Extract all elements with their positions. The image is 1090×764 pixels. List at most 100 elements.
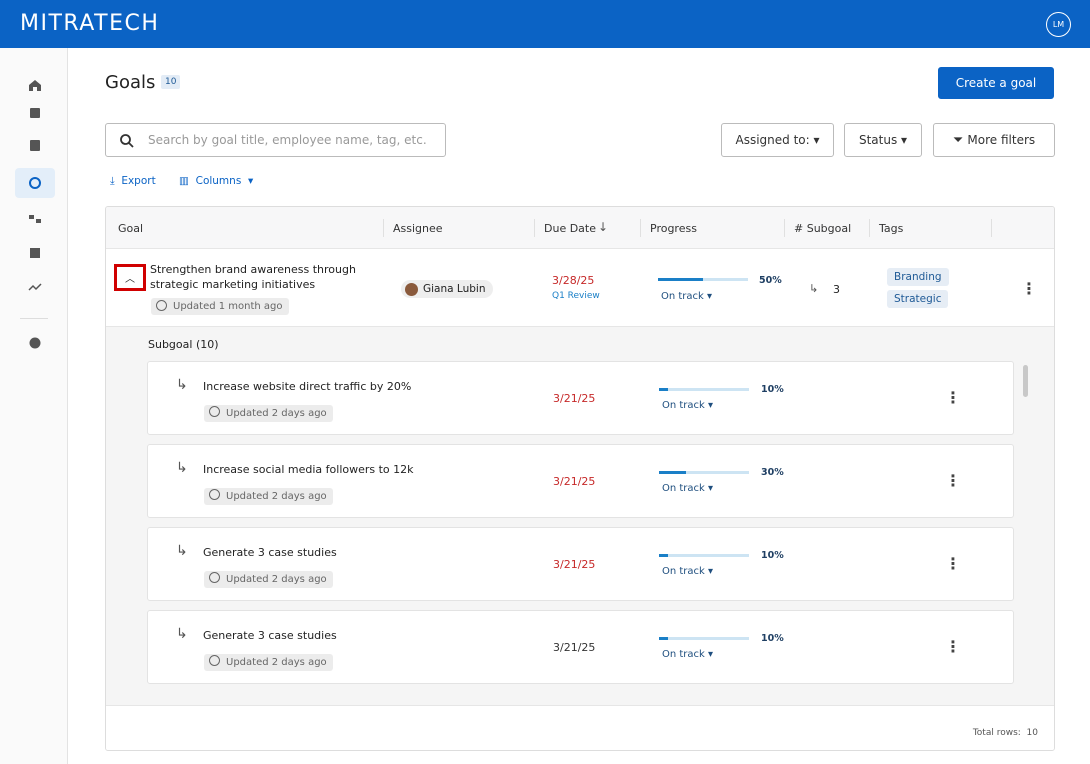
progress-bar (659, 388, 668, 391)
progress-track (659, 388, 749, 391)
top-bar: MITRATECH LM (0, 0, 1090, 48)
column-header: # Subgoal (794, 222, 852, 235)
logo[interactable]: MITRATECH (20, 11, 160, 36)
table-header (106, 207, 1054, 249)
table-footer: Total rows: 10 (106, 705, 1054, 750)
avatar[interactable]: LM (1046, 12, 1071, 37)
row-menu[interactable]: ⋮ (1021, 279, 1037, 298)
due-date: 3/28/25 (552, 274, 595, 287)
clock-icon (209, 572, 220, 583)
subgoal-icon: ↳ (176, 460, 188, 476)
progress-label: 10% (761, 550, 784, 561)
row-menu[interactable]: ⋮ (945, 637, 961, 656)
updated-chip: Updated 2 days ago (204, 571, 333, 588)
export-button[interactable]: ⤓ Export (110, 175, 156, 187)
assigned-filter[interactable]: Assigned to: ▾ (721, 123, 834, 157)
updated-chip: Updated 2 days ago (204, 654, 333, 671)
assignee-name: Giana Lubin (423, 283, 486, 295)
subgoal-icon: ↳ (176, 543, 188, 559)
updated-chip: Updated 2 days ago (204, 488, 333, 505)
status-text: On track (662, 649, 705, 660)
search-placeholder: Search by goal title, employee name, tag… (148, 133, 427, 147)
status-dropdown[interactable]: On track ▾ (662, 649, 714, 660)
subgoal-title: Generate 3 case studies (203, 629, 337, 642)
status-text: On track (661, 291, 704, 302)
subgoal-title: Increase website direct traffic by 20% (203, 380, 412, 393)
column-header: Tags (879, 222, 904, 235)
due-date: 3/21/25 (553, 558, 596, 571)
tag[interactable]: Strategic (887, 290, 949, 308)
row-menu[interactable]: ⋮ (945, 554, 961, 573)
goals-table: ︿ Strengthen brand awareness through str… (105, 206, 1055, 751)
columns-button[interactable]: ▥ Columns ▾ (179, 175, 254, 187)
progress-label: 30% (761, 467, 784, 478)
sort-icon: ↓ (598, 220, 609, 234)
progress-track (659, 471, 749, 474)
subgoal-heading: Subgoal (10) (148, 338, 219, 351)
column-divider (534, 219, 535, 237)
subgoal-card[interactable]: ↳ Increase social media followers to 12k U… (147, 444, 1014, 518)
status-dropdown[interactable]: On track ▾ (662, 400, 714, 411)
status-dropdown[interactable]: On track ▾ (662, 566, 714, 577)
column-header: Assignee (393, 222, 443, 235)
action-label: Export (121, 175, 156, 187)
subgoal-icon: ↳ (176, 377, 188, 393)
column-divider (383, 219, 384, 237)
clock-icon (209, 489, 220, 500)
subgoal-icon: ↳ (809, 282, 819, 295)
tag[interactable]: Branding (887, 268, 949, 286)
subgoal-card[interactable]: ↳ Generate 3 case studies Updated 2 days a… (147, 610, 1014, 684)
search-box[interactable]: Search by goal title, employee name, tag… (105, 123, 446, 157)
status-dropdown[interactable]: On track ▾ (661, 291, 713, 302)
column-divider (869, 219, 870, 237)
status-text: On track (662, 400, 705, 411)
status-filter[interactable]: Status ▾ (844, 123, 922, 157)
search-icon (120, 134, 134, 148)
updated-text: Updated 2 days ago (226, 657, 327, 668)
expand-toggle[interactable]: ︿ (114, 264, 146, 291)
column-header: Progress (650, 222, 697, 235)
status-dropdown[interactable]: On track ▾ (662, 483, 714, 494)
updated-chip: Updated 2 days ago (204, 405, 333, 422)
page-title: Goals (105, 72, 156, 93)
updated-chip: Updated 1 month ago (151, 298, 289, 315)
progress-label: 10% (761, 384, 784, 395)
total-value: 10 (1026, 728, 1038, 738)
sidebar-icons[interactable] (0, 48, 68, 368)
goal-title[interactable]: Strengthen brand awareness through strat… (150, 263, 356, 291)
progress-track (658, 278, 748, 281)
row-menu[interactable]: ⋮ (945, 471, 961, 490)
action-label: Columns (195, 175, 242, 187)
column-header: Due Date (544, 222, 596, 235)
due-date: 3/21/25 (553, 392, 596, 405)
sidebar (0, 48, 68, 764)
progress-bar (659, 471, 686, 474)
clock-icon (209, 655, 220, 666)
assignee-chip[interactable]: Giana Lubin (401, 280, 494, 298)
goal-row[interactable]: ︿ Strengthen brand awareness through str… (106, 249, 1054, 327)
progress-track (659, 637, 749, 640)
subgoal-card[interactable]: ↳ Generate 3 case studies Updated 2 days a… (147, 527, 1014, 601)
updated-text: Updated 2 days ago (226, 408, 327, 419)
goal-count: 10 (161, 75, 181, 89)
progress-bar (659, 637, 668, 640)
filter-label: Status (858, 133, 898, 147)
progress-bar (658, 278, 703, 281)
progress-track (659, 554, 749, 557)
row-menu[interactable]: ⋮ (945, 388, 961, 407)
status-text: On track (662, 566, 705, 577)
more-filters[interactable]: ⏷ More filters (933, 123, 1055, 157)
column-divider (784, 219, 785, 237)
column-divider (640, 219, 641, 237)
subgoal-card[interactable]: ↳ Increase website direct traffic by 20% U… (147, 361, 1014, 435)
due-note: Q1 Review (552, 291, 600, 301)
column-divider (991, 219, 992, 237)
filter-label: More filters (967, 133, 1036, 147)
due-date: 3/21/25 (553, 475, 596, 488)
create-button[interactable]: Create a goal (938, 67, 1054, 99)
updated-text: Updated 1 month ago (173, 301, 283, 312)
subgoal-icon: ↳ (176, 626, 188, 642)
subgoal-title: Generate 3 case studies (203, 546, 337, 559)
scrollbar[interactable] (1023, 365, 1028, 397)
